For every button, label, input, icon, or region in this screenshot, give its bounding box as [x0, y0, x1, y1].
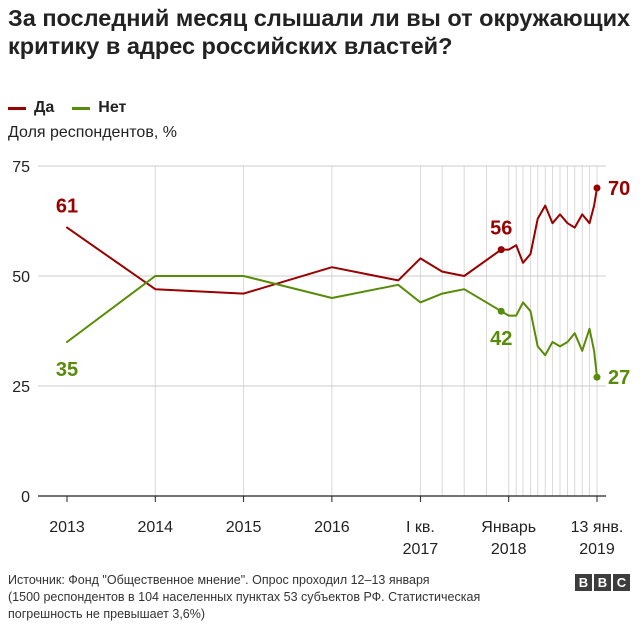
legend: Да Нет: [8, 97, 144, 119]
data-point-marker: [497, 307, 505, 315]
x-tick-label: Январь: [481, 519, 536, 536]
bbc-logo-letter: B: [594, 574, 611, 591]
source-note: Источник: Фонд "Общественное мнение". Оп…: [8, 572, 548, 623]
legend-swatch-yes: [8, 106, 26, 110]
x-tick-label: 2014: [137, 519, 173, 536]
data-point-marker: [593, 373, 601, 381]
source-line-2: (1500 респондентов в 104 населенных пунк…: [8, 590, 481, 621]
x-tick-label-line2: 2017: [403, 541, 439, 558]
data-label: 56: [490, 218, 512, 240]
data-label: 61: [56, 196, 78, 218]
bbc-logo-letter: B: [575, 574, 592, 591]
legend-item-no: Нет: [72, 99, 126, 117]
x-tick-label: 2016: [314, 519, 350, 536]
bbc-logo: B B C: [573, 574, 630, 591]
y-tick-label: 25: [12, 379, 30, 396]
series-line-no: [66, 275, 598, 379]
legend-label-no: Нет: [98, 99, 127, 116]
x-tick-label: 13 янв.: [571, 519, 624, 536]
data-label: 70: [608, 178, 630, 200]
series-line-yes: [66, 187, 598, 295]
data-point-marker: [497, 246, 505, 254]
x-tick-label: I кв.: [406, 519, 435, 536]
x-tick-label-line2: 2019: [579, 541, 615, 558]
data-label: 27: [608, 367, 630, 389]
y-tick-label: 75: [12, 159, 30, 176]
x-tick-label: 2015: [226, 519, 262, 536]
source-line-1: Источник: Фонд "Общественное мнение". Оп…: [8, 573, 430, 587]
data-label: 42: [490, 328, 512, 350]
legend-item-yes: Да: [8, 99, 54, 117]
data-label: 35: [56, 359, 78, 381]
y-tick-label: 0: [21, 489, 30, 506]
x-tick-label-line2: 2018: [491, 541, 527, 558]
legend-label-yes: Да: [34, 99, 55, 116]
legend-swatch-no: [72, 106, 91, 110]
bbc-logo-letter: C: [613, 574, 630, 591]
y-axis-label: Доля респондентов, %: [8, 124, 177, 141]
chart-title: За последний месяц слышали ли вы от окру…: [8, 5, 631, 59]
line-chart: 0 25 50 75 2013 2014 2015 2016 I кв. 2017 Январь 20…: [12, 159, 630, 558]
data-point-marker: [593, 184, 601, 192]
y-tick-label: 50: [12, 269, 30, 286]
x-tick-label: 2013: [49, 519, 85, 536]
